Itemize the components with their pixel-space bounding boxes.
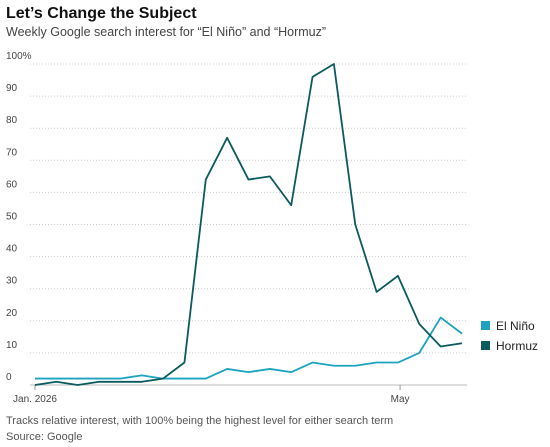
chart-subtitle: Weekly Google search interest for “El Ni… bbox=[6, 25, 326, 39]
y-tick-label: 40 bbox=[6, 244, 18, 255]
legend-swatch bbox=[481, 321, 490, 330]
y-tick-label: 20 bbox=[6, 308, 18, 319]
chart-title: Let’s Change the Subject bbox=[6, 5, 197, 22]
x-tick-label: Jan. 2026 bbox=[13, 394, 57, 405]
note: Tracks relative interest, with 100% bein… bbox=[6, 415, 393, 427]
y-tick-label: 80 bbox=[6, 115, 18, 126]
series-line bbox=[35, 316, 463, 380]
series-line bbox=[34, 63, 463, 386]
y-tick-label: 60 bbox=[6, 179, 18, 190]
y-tick-label: 90 bbox=[6, 83, 18, 94]
x-tick-label: May bbox=[391, 394, 410, 405]
source: Source: Google bbox=[6, 431, 82, 443]
y-tick-label: 100% bbox=[6, 51, 32, 62]
y-tick-label: 70 bbox=[6, 147, 18, 158]
y-tick-label: 10 bbox=[6, 340, 18, 351]
y-tick-label: 50 bbox=[6, 212, 18, 223]
y-tick-label: 30 bbox=[6, 276, 18, 287]
legend-label: Hormuz bbox=[496, 339, 538, 353]
y-tick-label: 0 bbox=[6, 372, 12, 383]
legend-label: El Niño bbox=[496, 319, 535, 333]
legend-swatch bbox=[481, 341, 490, 350]
